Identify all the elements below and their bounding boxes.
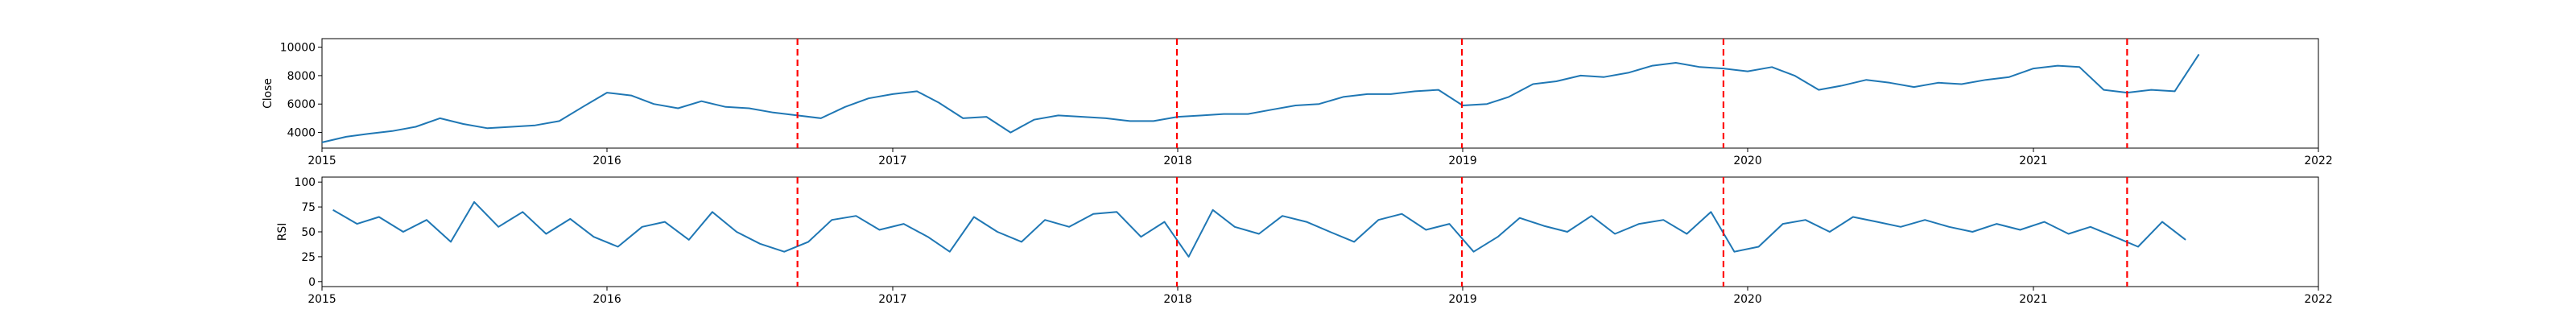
y-tick-label: 50	[301, 226, 316, 239]
y-axis-label: RSI	[276, 223, 289, 242]
x-tick-label: 2018	[1163, 155, 1191, 167]
x-tick-label: 2017	[878, 293, 906, 306]
series-line	[332, 200, 2186, 258]
plot-frame	[321, 176, 2319, 287]
series-layer	[332, 200, 2186, 258]
y-axis-ticks: 4000 6000 8000 10000	[280, 42, 322, 140]
y-tick-label: 8000	[287, 70, 316, 83]
x-tick-label: 2019	[1448, 155, 1476, 167]
close-price-panel: 2015 2016 2017 2018 2019 2020 2021 2022 4000 600…	[262, 38, 2333, 167]
y-tick-label: 100	[294, 176, 316, 189]
x-tick-label: 2019	[1448, 293, 1476, 306]
x-tick-label: 2020	[1733, 155, 1761, 167]
x-tick-label: 2017	[878, 155, 906, 167]
y-tick-label: 0	[308, 276, 316, 289]
y-axis-ticks: 0 25 50 75 100	[294, 176, 322, 289]
rsi-panel: 2015 2016 2017 2018 2019 2020 2021 2022 0 25 50 75…	[276, 176, 2333, 306]
y-axis-label: Close	[262, 78, 275, 109]
x-tick-label: 2015	[308, 293, 336, 306]
series-layer	[321, 53, 2200, 143]
x-tick-label: 2018	[1163, 293, 1191, 306]
x-tick-label: 2022	[2304, 293, 2332, 306]
x-tick-label: 2016	[592, 293, 621, 306]
y-tick-label: 25	[301, 251, 316, 264]
x-axis-ticks: 2015 2016 2017 2018 2019 2020 2021 2022	[308, 148, 2333, 167]
series-line	[321, 53, 2200, 143]
x-tick-label: 2021	[2019, 155, 2047, 167]
x-tick-label: 2015	[308, 155, 336, 167]
event-markers	[796, 39, 2128, 148]
x-axis-ticks: 2015 2016 2017 2018 2019 2020 2021 2022	[308, 287, 2333, 306]
x-tick-label: 2016	[592, 155, 621, 167]
x-tick-label: 2022	[2304, 155, 2332, 167]
y-tick-label: 4000	[287, 127, 316, 140]
x-tick-label: 2020	[1733, 293, 1761, 306]
y-tick-label: 75	[301, 201, 316, 214]
y-tick-label: 10000	[280, 42, 316, 55]
event-markers	[796, 177, 2128, 287]
plot-frame	[321, 38, 2319, 149]
y-tick-label: 6000	[287, 98, 316, 111]
x-tick-label: 2021	[2019, 293, 2047, 306]
